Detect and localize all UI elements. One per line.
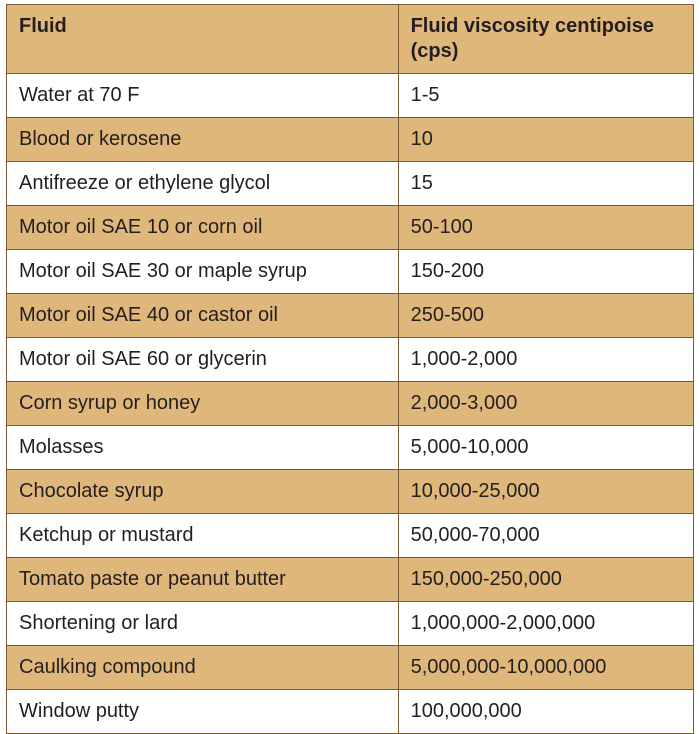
cell-fluid: Ketchup or mustard bbox=[7, 514, 399, 558]
cell-fluid: Molasses bbox=[7, 426, 399, 470]
table-row: Motor oil SAE 60 or glycerin1,000-2,000 bbox=[7, 338, 694, 382]
cell-fluid: Caulking compound bbox=[7, 646, 399, 690]
table-row: Tomato paste or peanut butter150,000-250… bbox=[7, 558, 694, 602]
table-body: Water at 70 F1-5 Blood or kerosene10 Ant… bbox=[7, 74, 694, 734]
table-row: Chocolate syrup10,000-25,000 bbox=[7, 470, 694, 514]
table-header-row: Fluid Fluid viscosity centipoise (cps) bbox=[7, 5, 694, 74]
cell-fluid: Water at 70 F bbox=[7, 74, 399, 118]
table-row: Motor oil SAE 10 or corn oil50-100 bbox=[7, 206, 694, 250]
cell-viscosity: 50,000-70,000 bbox=[398, 514, 693, 558]
cell-fluid: Corn syrup or honey bbox=[7, 382, 399, 426]
table-row: Corn syrup or honey2,000-3,000 bbox=[7, 382, 694, 426]
cell-viscosity: 10 bbox=[398, 118, 693, 162]
viscosity-table-container: Fluid Fluid viscosity centipoise (cps) W… bbox=[0, 0, 700, 705]
cell-viscosity: 150-200 bbox=[398, 250, 693, 294]
table-row: Caulking compound5,000,000-10,000,000 bbox=[7, 646, 694, 690]
cell-fluid: Shortening or lard bbox=[7, 602, 399, 646]
cell-fluid: Blood or kerosene bbox=[7, 118, 399, 162]
cell-viscosity: 5,000,000-10,000,000 bbox=[398, 646, 693, 690]
cell-viscosity: 2,000-3,000 bbox=[398, 382, 693, 426]
cell-viscosity: 100,000,000 bbox=[398, 690, 693, 734]
table-row: Motor oil SAE 30 or maple syrup150-200 bbox=[7, 250, 694, 294]
cell-viscosity: 150,000-250,000 bbox=[398, 558, 693, 602]
cell-fluid: Window putty bbox=[7, 690, 399, 734]
col-header-fluid: Fluid bbox=[7, 5, 399, 74]
col-header-viscosity: Fluid viscosity centipoise (cps) bbox=[398, 5, 693, 74]
cell-fluid: Tomato paste or peanut butter bbox=[7, 558, 399, 602]
cell-viscosity: 1,000-2,000 bbox=[398, 338, 693, 382]
table-row: Motor oil SAE 40 or castor oil250-500 bbox=[7, 294, 694, 338]
cell-fluid: Motor oil SAE 10 or corn oil bbox=[7, 206, 399, 250]
table-row: Blood or kerosene10 bbox=[7, 118, 694, 162]
viscosity-table: Fluid Fluid viscosity centipoise (cps) W… bbox=[6, 4, 694, 734]
cell-fluid: Chocolate syrup bbox=[7, 470, 399, 514]
table-row: Water at 70 F1-5 bbox=[7, 74, 694, 118]
cell-fluid: Motor oil SAE 30 or maple syrup bbox=[7, 250, 399, 294]
cell-viscosity: 1-5 bbox=[398, 74, 693, 118]
cell-viscosity: 1,000,000-2,000,000 bbox=[398, 602, 693, 646]
table-row: Ketchup or mustard50,000-70,000 bbox=[7, 514, 694, 558]
table-row: Molasses5,000-10,000 bbox=[7, 426, 694, 470]
table-row: Antifreeze or ethylene glycol15 bbox=[7, 162, 694, 206]
table-row: Shortening or lard1,000,000-2,000,000 bbox=[7, 602, 694, 646]
cell-fluid: Motor oil SAE 60 or glycerin bbox=[7, 338, 399, 382]
cell-fluid: Motor oil SAE 40 or castor oil bbox=[7, 294, 399, 338]
cell-viscosity: 250-500 bbox=[398, 294, 693, 338]
cell-fluid: Antifreeze or ethylene glycol bbox=[7, 162, 399, 206]
cell-viscosity: 50-100 bbox=[398, 206, 693, 250]
cell-viscosity: 5,000-10,000 bbox=[398, 426, 693, 470]
cell-viscosity: 15 bbox=[398, 162, 693, 206]
cell-viscosity: 10,000-25,000 bbox=[398, 470, 693, 514]
table-row: Window putty100,000,000 bbox=[7, 690, 694, 734]
